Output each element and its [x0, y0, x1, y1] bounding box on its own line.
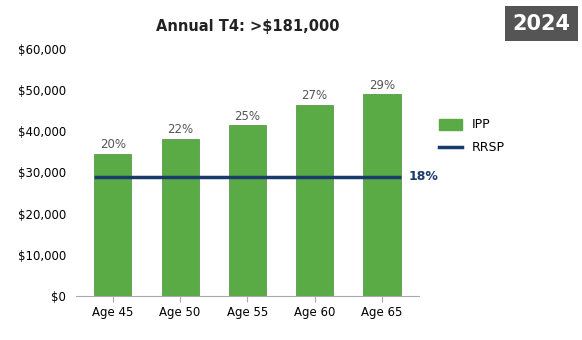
- Text: 29%: 29%: [369, 79, 395, 92]
- Text: 22%: 22%: [167, 123, 193, 136]
- Text: 20%: 20%: [100, 138, 126, 151]
- Bar: [94, 154, 131, 296]
- Text: 2024: 2024: [512, 14, 570, 34]
- Bar: [364, 94, 400, 296]
- Text: 25%: 25%: [235, 109, 260, 123]
- Text: 18%: 18%: [409, 170, 439, 183]
- Text: 27%: 27%: [301, 89, 328, 102]
- Bar: [229, 125, 266, 296]
- Title: Annual T4: >$181,000: Annual T4: >$181,000: [155, 19, 339, 34]
- Bar: [161, 139, 198, 296]
- Bar: [296, 105, 333, 296]
- Legend: IPP, RRSP: IPP, RRSP: [439, 118, 505, 154]
